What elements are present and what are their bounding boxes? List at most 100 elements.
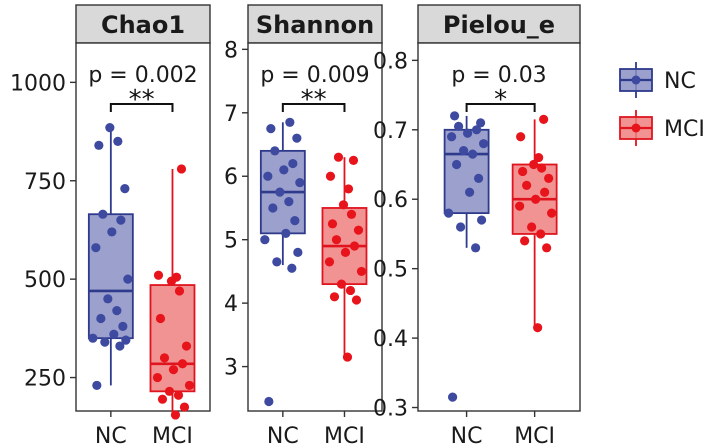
data-point [266,124,276,134]
y-tick-label: 750 [24,170,66,195]
data-point [159,353,170,363]
y-tick-label: 6 [224,165,238,190]
y-tick-label: 8 [224,38,238,63]
data-point [450,111,460,121]
panel-shannon: Shannon 3 4 5 6 7 8 NC MCI **p = 0.009 [224,4,383,448]
data-point [96,313,106,324]
data-point [91,243,101,253]
x-tick-label: MCI [152,424,193,448]
data-point [471,243,481,253]
data-point [152,372,163,383]
y-tick-label: 0.4 [373,327,408,352]
box-nc [259,117,306,407]
data-point [324,257,335,267]
data-point [540,187,550,197]
data-point [459,146,469,156]
data-point [98,209,108,219]
legend-entry-nc: NC [619,62,696,98]
significance-bracket [465,103,536,112]
significance-stars: ** [129,85,155,115]
panel-pielou_e: Pielou_e 0.3 0.4 0.5 0.6 0.7 0.8 NC MCI *p = 0.03 [373,4,581,448]
data-point [184,380,195,391]
data-point [173,390,184,400]
data-point [515,201,525,211]
p-value-annotation: p = 0.002 [88,63,197,88]
y-tick-label: 3 [224,356,238,381]
data-point [164,386,175,396]
data-point [336,279,347,289]
y-tick-label: 0.6 [373,188,408,213]
significance-bracket [281,103,346,112]
data-point [452,159,462,170]
box-mci [511,114,558,333]
data-point [168,365,179,375]
data-point [94,140,104,150]
data-point [342,352,353,362]
y-tick-label: 0.5 [373,258,408,283]
data-point [333,152,344,162]
facet-strip [417,4,581,44]
data-point [287,263,297,273]
data-point [477,215,487,225]
data-point [329,292,340,302]
data-point [448,392,458,402]
data-point [263,171,273,181]
significance-stars: ** [301,85,327,115]
box-mci [149,164,196,420]
data-point [260,235,270,245]
data-point [527,222,537,232]
data-point [179,402,190,412]
data-point [479,139,489,149]
facet-strip [247,4,383,44]
legend-entry-mci: MCI [619,110,705,146]
x-tick-label: MCI [514,424,555,448]
data-point [116,215,126,225]
data-point [171,272,182,282]
data-point [118,321,128,331]
data-point [327,219,338,229]
data-point [537,163,547,173]
data-point [346,209,357,219]
y-tick-label: 5 [224,229,238,254]
x-tick-label: NC [95,424,127,448]
data-point [474,173,484,183]
data-point [447,132,457,142]
data-point [174,286,185,296]
data-point [112,306,122,316]
p-value-annotation: p = 0.03 [451,63,546,88]
data-point [285,117,295,127]
data-point [109,329,119,339]
data-point [284,197,294,207]
x-tick-label: NC [451,424,483,448]
data-point [516,132,526,142]
data-point [288,158,298,169]
legend-label: NC [664,69,696,94]
data-point [121,335,131,345]
data-point [520,236,530,246]
data-point [531,194,541,204]
data-point [92,380,102,391]
data-point [155,313,166,324]
data-point [279,165,289,175]
data-point [529,159,539,170]
data-point [468,149,478,159]
y-tick-label: 0.3 [373,397,408,422]
data-point [176,164,187,174]
data-point [544,173,554,183]
data-point [542,243,552,253]
data-point [157,394,168,404]
data-point [100,337,110,347]
panel-title: Chao1 [101,11,185,39]
data-point [518,166,528,177]
data-point [325,171,336,181]
legend: NC MCI [619,62,705,146]
data-point [272,257,282,267]
data-point [88,333,98,343]
data-point [547,208,557,218]
y-tick-label: 0.7 [373,119,408,144]
x-tick-label: MCI [324,424,365,448]
y-tick-label: 0.8 [373,49,408,74]
data-point [123,274,133,284]
